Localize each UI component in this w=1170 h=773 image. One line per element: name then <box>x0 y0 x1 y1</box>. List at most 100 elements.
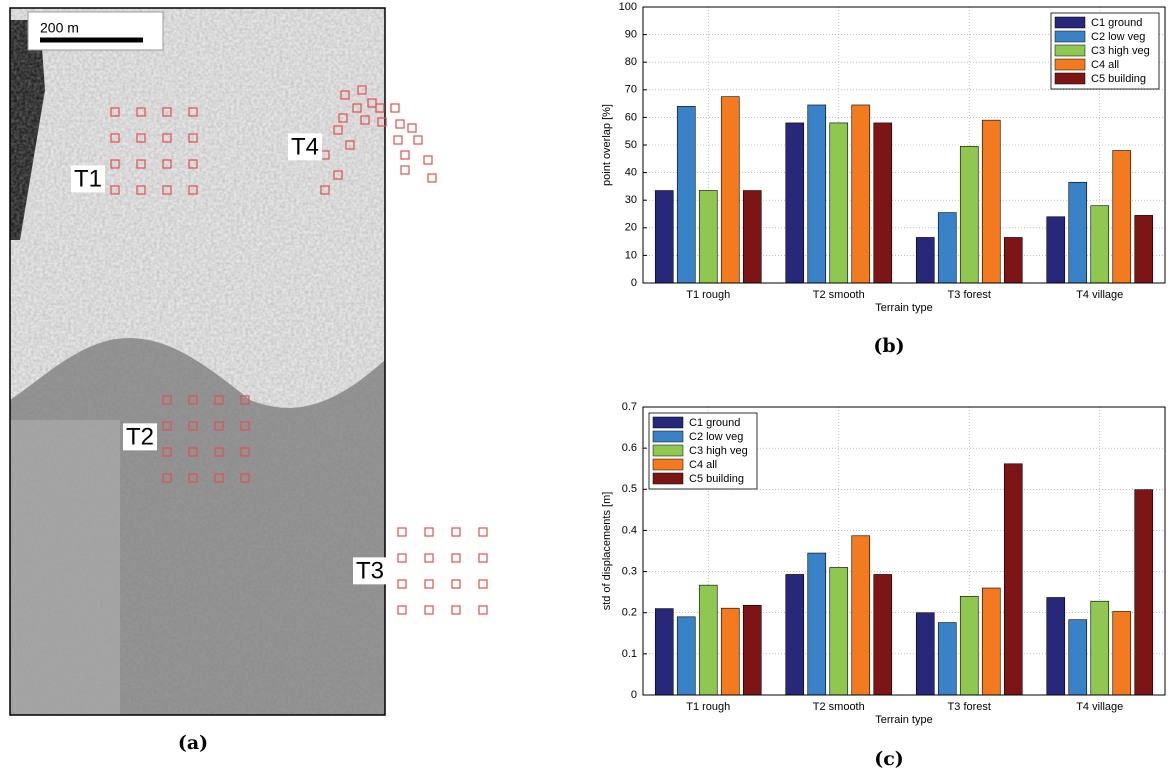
bar <box>698 190 718 284</box>
legend-swatch <box>652 472 684 485</box>
y-tick-label: 100 <box>619 1 637 13</box>
bar <box>937 212 957 284</box>
region-label-bg <box>122 423 158 451</box>
region-label-bg <box>352 557 388 585</box>
sample-square <box>338 113 348 123</box>
bar <box>873 574 893 696</box>
bar <box>1046 216 1066 284</box>
sample-square <box>240 421 250 431</box>
bar <box>742 605 762 696</box>
sample-square <box>214 447 224 457</box>
sample-square <box>188 473 198 483</box>
sample-square <box>333 170 343 180</box>
sample-square <box>340 90 350 100</box>
legend-swatch <box>652 444 684 457</box>
plot-frame <box>642 6 1166 284</box>
y-tick-label: 0 <box>631 689 637 701</box>
legend-label: C5 building <box>689 473 744 485</box>
bar <box>1112 611 1132 696</box>
legend-label: C2 low veg <box>689 431 743 443</box>
bar <box>1046 597 1066 696</box>
sample-squares <box>110 85 488 615</box>
sample-square <box>188 133 198 143</box>
y-tick-label: 70 <box>625 84 637 96</box>
legend-label: C5 building <box>1091 73 1146 85</box>
region-label: T3 <box>356 557 384 584</box>
x-tick-label: T1 rough <box>686 289 730 301</box>
sample-square <box>400 150 410 160</box>
sample-square <box>188 159 198 169</box>
sample-square <box>390 103 400 113</box>
legend-swatch <box>1054 16 1086 29</box>
sample-square <box>424 553 434 563</box>
sample-square <box>188 421 198 431</box>
sample-square <box>162 107 172 117</box>
sample-square <box>397 527 407 537</box>
sample-square <box>345 140 355 150</box>
region-label: T4 <box>291 133 319 160</box>
legend-label: C2 low veg <box>1091 31 1145 43</box>
y-tick-label: 0.2 <box>622 607 637 619</box>
sample-square <box>478 553 488 563</box>
bar <box>1003 463 1023 696</box>
legend-swatch <box>652 416 684 429</box>
bar <box>873 122 893 284</box>
y-tick-label: 0.3 <box>622 565 637 577</box>
bar <box>851 104 871 284</box>
sample-square <box>333 125 343 135</box>
sample-square <box>162 185 172 195</box>
sample-square <box>110 133 120 143</box>
bar <box>851 535 871 696</box>
y-tick-label: 30 <box>625 194 637 206</box>
sample-square <box>110 185 120 195</box>
sample-square <box>424 527 434 537</box>
y-tick-label: 0.7 <box>622 401 637 413</box>
sample-square <box>214 395 224 405</box>
legend-label: C1 ground <box>689 417 740 429</box>
bar <box>807 552 827 696</box>
x-tick-label: T3 forest <box>948 289 991 301</box>
sample-square <box>162 133 172 143</box>
sample-square <box>451 553 461 563</box>
bar <box>1068 619 1088 696</box>
legend-swatch <box>1054 44 1086 57</box>
sample-square <box>162 447 172 457</box>
x-tick-label: T1 rough <box>686 701 730 713</box>
sample-square <box>451 527 461 537</box>
bar <box>698 584 718 696</box>
legend-label: C3 high veg <box>689 445 748 457</box>
sample-square <box>451 605 461 615</box>
bar <box>1112 150 1132 284</box>
sample-square <box>188 107 198 117</box>
sample-square <box>451 579 461 589</box>
bar <box>676 106 696 284</box>
sample-square <box>393 135 403 145</box>
bar <box>654 190 674 284</box>
sample-square <box>136 159 146 169</box>
legend-label: C1 ground <box>1091 17 1142 29</box>
region-label-bg <box>287 133 323 161</box>
x-tick-label: T4 village <box>1076 701 1123 713</box>
bar <box>807 104 827 284</box>
y-tick-label: 0 <box>631 277 637 289</box>
legend-swatch <box>652 458 684 471</box>
sample-square <box>214 473 224 483</box>
bar <box>654 608 674 696</box>
sample-square <box>162 421 172 431</box>
sample-square <box>397 553 407 563</box>
sample-square <box>162 473 172 483</box>
sample-square <box>162 159 172 169</box>
sample-square <box>188 447 198 457</box>
bar <box>676 616 696 696</box>
bar <box>785 122 805 284</box>
sample-square <box>397 579 407 589</box>
y-tick-label: 50 <box>625 139 637 151</box>
y-tick-label: 60 <box>625 111 637 123</box>
bar <box>1134 215 1154 284</box>
sample-square <box>352 103 362 113</box>
bar <box>937 622 957 696</box>
sample-square <box>162 395 172 405</box>
sample-square <box>240 447 250 457</box>
bar <box>915 612 935 696</box>
